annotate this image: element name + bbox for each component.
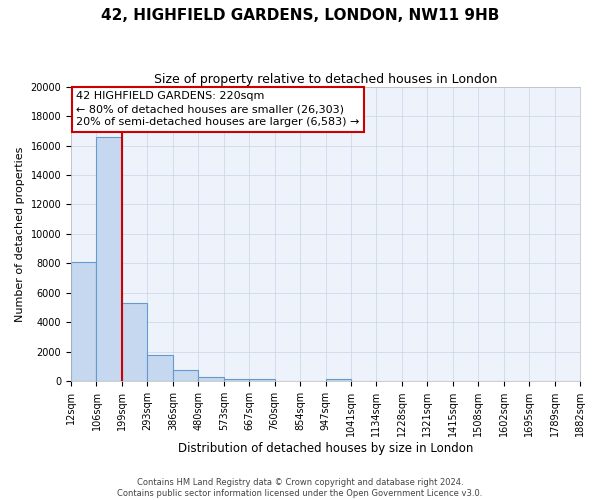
Text: 42 HIGHFIELD GARDENS: 220sqm
← 80% of detached houses are smaller (26,303)
20% o: 42 HIGHFIELD GARDENS: 220sqm ← 80% of de… <box>76 91 359 128</box>
Text: Contains HM Land Registry data © Crown copyright and database right 2024.
Contai: Contains HM Land Registry data © Crown c… <box>118 478 482 498</box>
Title: Size of property relative to detached houses in London: Size of property relative to detached ho… <box>154 72 497 86</box>
Bar <box>326 379 351 381</box>
X-axis label: Distribution of detached houses by size in London: Distribution of detached houses by size … <box>178 442 473 455</box>
Bar <box>148 354 173 381</box>
Y-axis label: Number of detached properties: Number of detached properties <box>15 146 25 322</box>
Bar <box>173 370 198 381</box>
Bar <box>122 303 148 381</box>
Bar <box>71 262 97 381</box>
Bar <box>249 379 275 381</box>
Bar <box>97 136 122 381</box>
Bar <box>198 377 224 381</box>
Bar <box>224 379 249 381</box>
Text: 42, HIGHFIELD GARDENS, LONDON, NW11 9HB: 42, HIGHFIELD GARDENS, LONDON, NW11 9HB <box>101 8 499 22</box>
